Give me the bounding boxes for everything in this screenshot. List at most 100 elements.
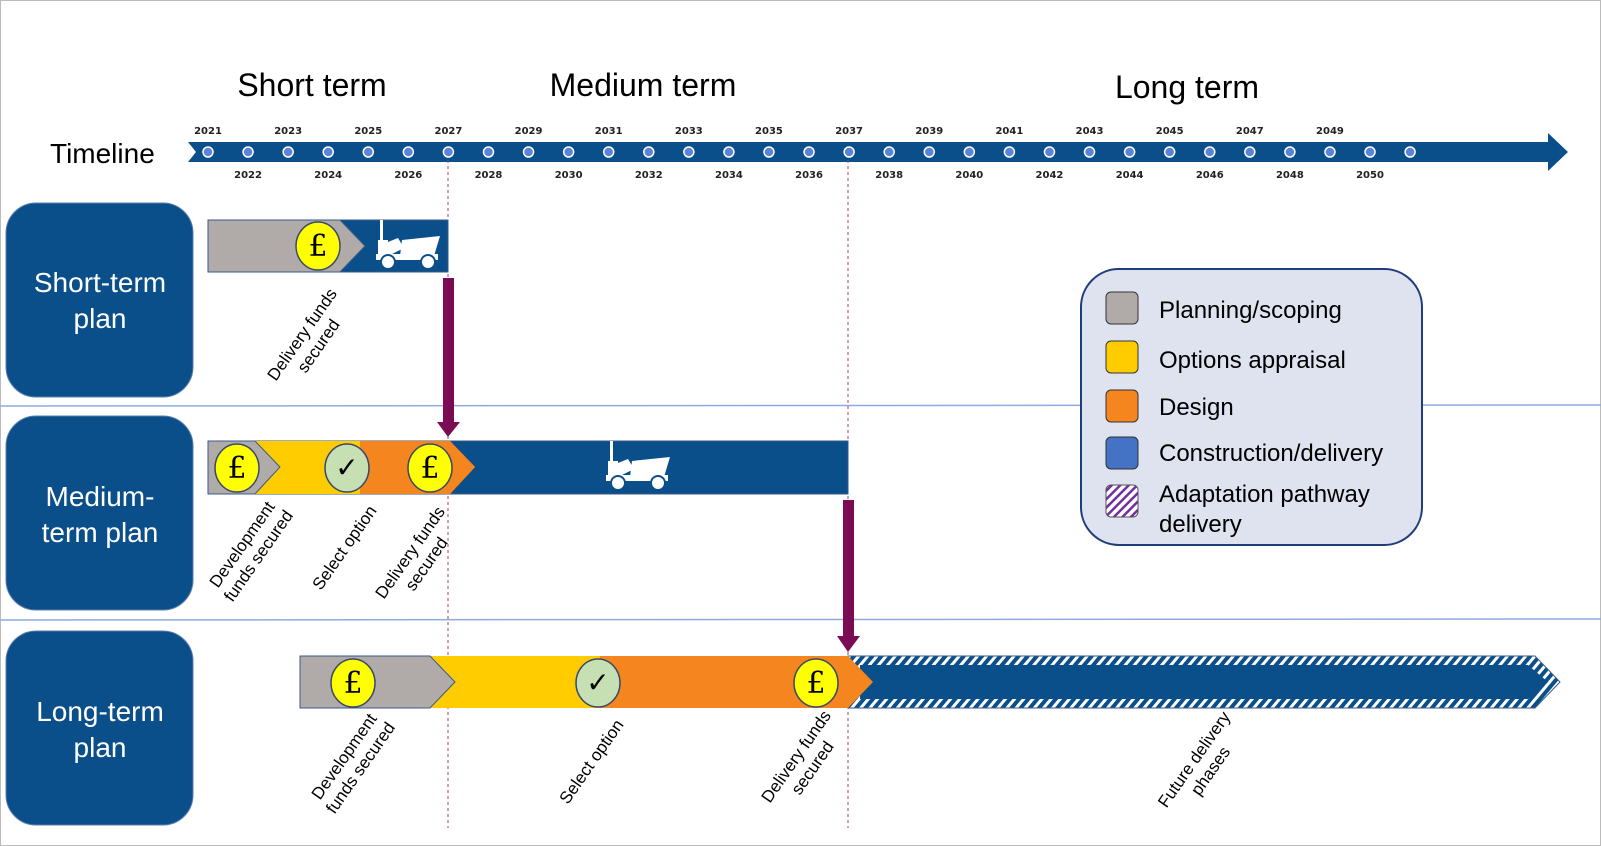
timeline-dot <box>1284 146 1296 158</box>
svg-text:Design: Design <box>1159 394 1234 421</box>
timeline-dot <box>442 146 455 158</box>
row-divider <box>0 618 1601 621</box>
timeline-dot <box>1364 146 1376 158</box>
milestone-label: Select option <box>556 716 628 807</box>
milestone-label: Delivery funds secured <box>264 285 344 384</box>
milestone-label: Future delivery phases <box>1154 708 1234 811</box>
timeline-dot <box>1043 146 1056 158</box>
svg-text:£: £ <box>806 666 825 701</box>
svg-text:£: £ <box>343 666 362 701</box>
svg-text:Medium-: Medium- <box>46 481 155 512</box>
year-label: 2049 <box>1316 126 1344 137</box>
milestone-label: Delivery funds secured <box>758 707 838 806</box>
year-label: 2022 <box>234 170 262 181</box>
milestone-label: Delivery funds secured <box>372 503 452 602</box>
svg-text:Select option: Select option <box>556 716 628 807</box>
year-label: 2027 <box>434 126 462 137</box>
row-label-long-term: Long-term plan <box>5 630 194 826</box>
timeline-dot <box>202 146 214 158</box>
header-short-term: Short term <box>237 67 386 103</box>
year-label: 2026 <box>394 170 422 181</box>
year-label: 2038 <box>875 170 903 181</box>
year-label: 2046 <box>1196 170 1224 181</box>
svg-text:term plan: term plan <box>42 517 159 548</box>
year-label: 2024 <box>314 170 342 181</box>
timeline-dot <box>683 146 695 158</box>
timeline-dot <box>763 146 775 158</box>
year-label: 2039 <box>915 126 943 137</box>
legend-item-options: Options appraisal <box>1105 340 1346 374</box>
transition-arrow <box>837 500 860 652</box>
svg-text:Select option: Select option <box>309 502 381 593</box>
svg-text:£: £ <box>420 451 439 486</box>
svg-text:Planning/scoping: Planning/scoping <box>1159 297 1342 324</box>
milestone-label: Development funds secured <box>308 710 399 817</box>
check-icon: ✓ <box>324 443 370 493</box>
year-label: 2021 <box>194 126 222 137</box>
medium-term-bar <box>207 440 849 495</box>
timeline-dot <box>963 146 976 158</box>
timeline-dot <box>843 146 855 158</box>
pound-icon: £ <box>330 658 376 708</box>
year-label: 2043 <box>1076 126 1104 137</box>
svg-text:£: £ <box>227 451 246 486</box>
row-label-medium-term: Medium- term plan <box>5 415 194 611</box>
legend-item-design: Design <box>1105 389 1234 423</box>
timeline-dot <box>1244 146 1256 158</box>
year-label: 2041 <box>995 126 1023 137</box>
year-label: 2023 <box>274 126 302 137</box>
legend-item-adaptation: Adaptation pathway delivery <box>1105 481 1370 538</box>
timeline-dot <box>883 146 895 158</box>
year-label: 2044 <box>1116 170 1144 181</box>
header-medium-term: Medium term <box>550 67 737 103</box>
timeline-dot <box>362 146 375 158</box>
timeline-dot <box>643 146 655 158</box>
year-label: 2029 <box>515 126 543 137</box>
timeline-dot <box>923 146 936 158</box>
row-label-short-term: Short-term plan <box>5 202 194 398</box>
timeline-years: 2021 2022 2023 2024 2025 2026 2027 2028 2029 2030… <box>194 126 1416 181</box>
timeline-dot <box>522 146 535 158</box>
svg-text:Adaptation pathway: Adaptation pathway <box>1159 481 1370 508</box>
svg-text:Long-term: Long-term <box>36 696 164 727</box>
transition-arrow <box>437 278 460 437</box>
timeline-dot <box>1404 146 1416 158</box>
svg-text:✓: ✓ <box>335 451 358 484</box>
header-long-term: Long term <box>1115 69 1259 105</box>
year-label: 2037 <box>835 126 863 137</box>
timeline-dot <box>803 146 815 158</box>
long-term-bar <box>299 655 1561 709</box>
timeline-dot <box>1123 146 1136 158</box>
legend-item-planning: Planning/scoping <box>1105 291 1342 325</box>
legend: Planning/scoping Options appraisal Desig… <box>1080 268 1423 546</box>
pound-icon: £ <box>295 221 341 271</box>
year-label: 2036 <box>795 170 823 181</box>
timeline-dot <box>402 146 415 158</box>
svg-text:plan: plan <box>74 732 127 763</box>
options-segment <box>430 656 600 708</box>
year-label: 2035 <box>755 126 783 137</box>
svg-text:✓: ✓ <box>586 666 609 699</box>
pound-icon: £ <box>214 443 260 493</box>
year-label: 2031 <box>595 126 623 137</box>
year-label: 2040 <box>955 170 983 181</box>
year-label: 2048 <box>1276 170 1304 181</box>
timeline-dot <box>1163 146 1176 158</box>
timeline-dot <box>1324 146 1336 158</box>
svg-text:delivery: delivery <box>1159 511 1242 538</box>
planning-segment <box>207 219 366 273</box>
check-icon: ✓ <box>575 658 621 708</box>
svg-text:Construction/delivery: Construction/delivery <box>1159 440 1383 467</box>
legend-item-construction: Construction/delivery <box>1105 436 1383 470</box>
year-label: 2045 <box>1156 126 1184 137</box>
timeline-label: Timeline <box>50 138 155 169</box>
timeline-dot <box>1204 146 1216 158</box>
year-label: 2042 <box>1036 170 1064 181</box>
year-label: 2028 <box>475 170 503 181</box>
milestone-label: Development funds secured <box>206 498 297 605</box>
timeline-dot <box>282 146 294 158</box>
timeline-dot <box>1003 146 1016 158</box>
year-label: 2030 <box>555 170 583 181</box>
svg-text:£: £ <box>308 229 327 264</box>
